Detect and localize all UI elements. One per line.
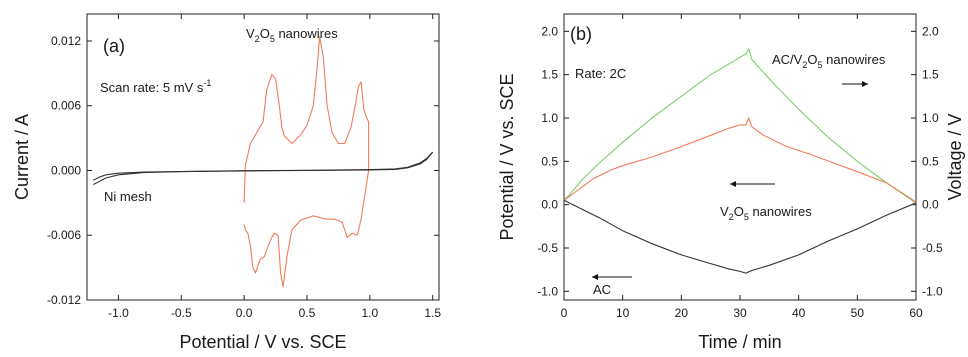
panel-b-ytick-label: 0.0 xyxy=(541,198,558,212)
panel-b: 0 10 20 30 40 50 60 -1.0 -1.0 -0.5 -0.5 0.0 0.0 0.5 0.… xyxy=(497,13,965,352)
panel-b-vo-label-o: O xyxy=(734,204,744,219)
panel-a-ytick-label: -0.006 xyxy=(47,228,81,242)
panel-a-xtick-label: 1.5 xyxy=(424,306,441,320)
panel-a-xlabel: Potential / V vs. SCE xyxy=(179,332,346,352)
panel-b-y2tick-label: 1.0 xyxy=(922,111,939,125)
panel-b-vo-label-sub2: 5 xyxy=(744,212,749,222)
panel-b-y2tick-label: 2.0 xyxy=(922,24,939,38)
panel-b-rate: Rate: 2C xyxy=(575,66,626,81)
panel-a-series-label-o: O xyxy=(260,26,270,41)
panel-b-full-label-o: O xyxy=(807,52,817,67)
panel-b-ytick-label: 2.0 xyxy=(541,24,558,38)
panel-a-series-label-v: V xyxy=(246,26,255,41)
panel-a-series-v2o5-nanowires xyxy=(243,36,370,288)
panel-a-series-label-sub1: 2 xyxy=(255,34,260,44)
panel-b-y2tick-label: 1.5 xyxy=(922,68,939,82)
panel-b-vo-label-text: nanowires xyxy=(749,204,812,219)
panel-a-series xyxy=(93,36,434,288)
panel-b-y2tick-label: -1.0 xyxy=(922,284,943,298)
panel-a-series-label: V2O5 nanowires xyxy=(246,26,338,44)
panel-a: -1.0 -0.5 0.0 0.5 1.0 1.5 -0.012 -0.006 0.000 0.0… xyxy=(12,13,441,352)
panel-a-series-ni-mesh-upper xyxy=(93,151,434,181)
panel-b-full-label-sub2: 5 xyxy=(817,60,822,70)
panel-a-xtick-label: -1.0 xyxy=(108,306,129,320)
panel-a-xtick-label: 1.0 xyxy=(362,306,379,320)
panel-a-xtick-label: 0.5 xyxy=(299,306,316,320)
panel-b-y2label: Voltage / V xyxy=(945,113,965,200)
panel-a-series-label-sub2: 5 xyxy=(270,34,275,44)
panel-a-ytick-label: 0.012 xyxy=(51,34,81,48)
panel-b-series xyxy=(563,48,917,280)
panel-b-full-label-sub1: 2 xyxy=(802,60,807,70)
panel-b-ytick-label: 1.0 xyxy=(541,111,558,125)
panel-a-ytick-label: -0.012 xyxy=(47,293,81,307)
panel-b-vo-label-v: V xyxy=(720,204,729,219)
panel-b-arrow-left-ac-head xyxy=(592,274,598,280)
panel-b-label: (b) xyxy=(570,24,592,44)
panel-b-xtick-label: 0 xyxy=(561,306,568,320)
panel-b-arrow-right-head xyxy=(862,81,868,87)
panel-b-vo-label: V2O5 nanowires xyxy=(720,204,812,222)
panel-b-ac-label: AC xyxy=(593,282,611,297)
panel-a-label: (a) xyxy=(103,36,125,56)
panel-a-scan-rate-text: Scan rate: 5 mV s xyxy=(100,80,204,95)
panel-b-xlabel: Time / min xyxy=(698,332,781,352)
panel-b-xtick-label: 40 xyxy=(792,306,806,320)
panel-b-full-label-text: nanowires xyxy=(823,52,886,67)
panel-b-ytick-label: -0.5 xyxy=(537,241,558,255)
panel-b-arrow-left-vo-head xyxy=(730,181,736,187)
panel-b-series-v2o5-nanowires xyxy=(563,117,917,203)
panel-b-ytick-label: 0.5 xyxy=(541,154,558,168)
panel-b-ticks: 0 10 20 30 40 50 60 -1.0 -1.0 -0.5 -0.5 0.0 0.0 0.5 0.… xyxy=(537,14,943,320)
panel-b-series-ac-v2o5-nanowires xyxy=(563,48,917,204)
panel-b-ytick-label: 1.5 xyxy=(541,68,558,82)
panel-a-xtick-label: 0.0 xyxy=(236,306,253,320)
panel-b-full-label: AC/V2O5 nanowires xyxy=(772,52,886,70)
panel-b-y2tick-label: 0.5 xyxy=(922,154,939,168)
panel-a-ticks: -1.0 -0.5 0.0 0.5 1.0 1.5 -0.012 -0.006 0.000 0.0… xyxy=(47,14,441,320)
panel-b-series-ac xyxy=(563,199,917,274)
panel-a-scan-rate-sup: -1 xyxy=(203,78,211,88)
panel-a-series-label-text: nanowires xyxy=(275,26,338,41)
panel-a-series-ni-mesh-lower xyxy=(93,151,434,185)
panel-b-ytick-label: -1.0 xyxy=(537,284,558,298)
panel-b-xtick-label: 10 xyxy=(616,306,630,320)
panel-b-xtick-label: 60 xyxy=(909,306,923,320)
panel-b-full-label-pre: AC/V xyxy=(772,52,803,67)
panel-b-ylabel: Potential / V vs. SCE xyxy=(497,73,517,240)
panel-a-xtick-label: -0.5 xyxy=(171,306,192,320)
panel-a-ni-label: Ni mesh xyxy=(104,189,152,204)
panel-b-y2tick-label: -0.5 xyxy=(922,241,943,255)
panel-a-ytick-label: 0.000 xyxy=(51,163,81,177)
panel-a-ylabel: Current / A xyxy=(12,114,32,200)
panel-a-plot-frame xyxy=(86,13,440,301)
panel-a-scan-rate: Scan rate: 5 mV s-1 xyxy=(100,78,211,95)
panel-b-y2tick-label: 0.0 xyxy=(922,198,939,212)
panel-b-vo-label-sub1: 2 xyxy=(729,212,734,222)
panel-b-xtick-label: 50 xyxy=(851,306,865,320)
panel-a-ytick-label: 0.006 xyxy=(51,99,81,113)
panel-b-xtick-label: 30 xyxy=(733,306,747,320)
panel-b-xtick-label: 20 xyxy=(675,306,689,320)
